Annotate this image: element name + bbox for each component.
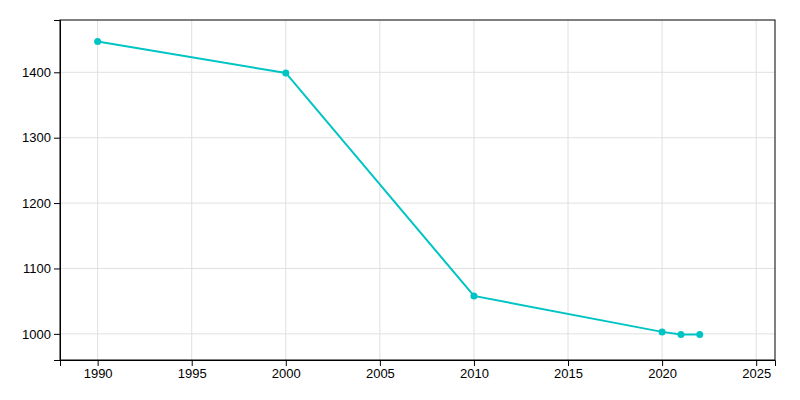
- data-point: [677, 331, 684, 338]
- x-tick: 2010: [460, 360, 489, 381]
- x-tick: 2005: [366, 360, 395, 381]
- data-point: [696, 331, 703, 338]
- marks: [94, 38, 703, 338]
- x-tick-mark: [286, 360, 287, 366]
- y-axis: 1000 1100 1200 1300 1400: [22, 21, 60, 361]
- x-axis: 1990 1995 2000 2005 2010 2015 2020 2025: [61, 360, 776, 381]
- x-tick-label: 1990: [84, 366, 113, 381]
- x-grid-line: [756, 20, 757, 360]
- x-tick-label: 2010: [460, 366, 489, 381]
- x-tick-mark: [662, 360, 663, 366]
- data-point: [659, 328, 666, 335]
- x-tick: 2020: [648, 360, 677, 381]
- x-tick-mark: [98, 360, 99, 366]
- x-tick-label: 2025: [742, 366, 771, 381]
- y-tick: 1100: [23, 261, 60, 276]
- y-axis-line: [54, 21, 61, 361]
- x-grid-line: [191, 20, 192, 360]
- y-tick: 1000: [22, 327, 60, 342]
- chart-svg: 1990 1995 2000 2005 2010 2015 2020 2025 1000 1100…: [0, 0, 800, 400]
- x-tick-label: 2000: [272, 366, 301, 381]
- x-tick-label: 1995: [178, 366, 207, 381]
- x-tick-label: 2020: [648, 366, 677, 381]
- y-tick-label: 1200: [22, 196, 51, 211]
- x-grid-line: [662, 20, 663, 360]
- x-tick: 2025: [742, 360, 771, 381]
- x-tick-mark: [756, 360, 757, 366]
- data-line: [98, 42, 700, 335]
- plot-area: 1990 1995 2000 2005 2010 2015 2020 2025 1000 1100…: [22, 20, 775, 381]
- y-tick-label: 1300: [22, 130, 51, 145]
- y-tick: 1300: [22, 130, 60, 145]
- x-tick: 2000: [272, 360, 301, 381]
- y-tick-label: 1100: [23, 261, 51, 276]
- y-tick-mark: [54, 138, 60, 139]
- y-tick-mark: [54, 203, 60, 204]
- x-tick-mark: [192, 360, 193, 366]
- data-point: [470, 292, 477, 299]
- y-grid-line: [60, 72, 775, 73]
- y-tick-label: 1000: [22, 327, 51, 342]
- y-tick: 1400: [22, 65, 60, 80]
- chart-container: 1990 1995 2000 2005 2010 2015 2020 2025 1000 1100…: [0, 0, 800, 400]
- plot-frame: [60, 20, 775, 360]
- x-tick-label: 2015: [554, 366, 583, 381]
- x-tick-label: 2005: [366, 366, 395, 381]
- x-tick-mark: [568, 360, 569, 366]
- y-tick-label: 1400: [22, 65, 51, 80]
- x-tick: 1990: [84, 360, 113, 381]
- x-tick-mark: [380, 360, 381, 366]
- x-axis-line: [61, 361, 776, 367]
- y-grid-line: [60, 203, 775, 204]
- x-grid-line: [473, 20, 474, 360]
- y-grid-line: [60, 137, 775, 138]
- data-point: [94, 38, 101, 45]
- x-grid-line: [97, 20, 98, 360]
- grid: [60, 20, 775, 360]
- y-tick-mark: [54, 334, 60, 335]
- x-tick-mark: [474, 360, 475, 366]
- x-tick: 2015: [554, 360, 583, 381]
- y-tick: 1200: [22, 196, 60, 211]
- data-point: [282, 69, 289, 76]
- x-tick: 1995: [178, 360, 207, 381]
- x-grid-line: [379, 20, 380, 360]
- y-tick-mark: [54, 72, 60, 73]
- y-tick-mark: [54, 268, 60, 269]
- y-grid-line: [60, 268, 775, 269]
- x-grid-line: [568, 20, 569, 360]
